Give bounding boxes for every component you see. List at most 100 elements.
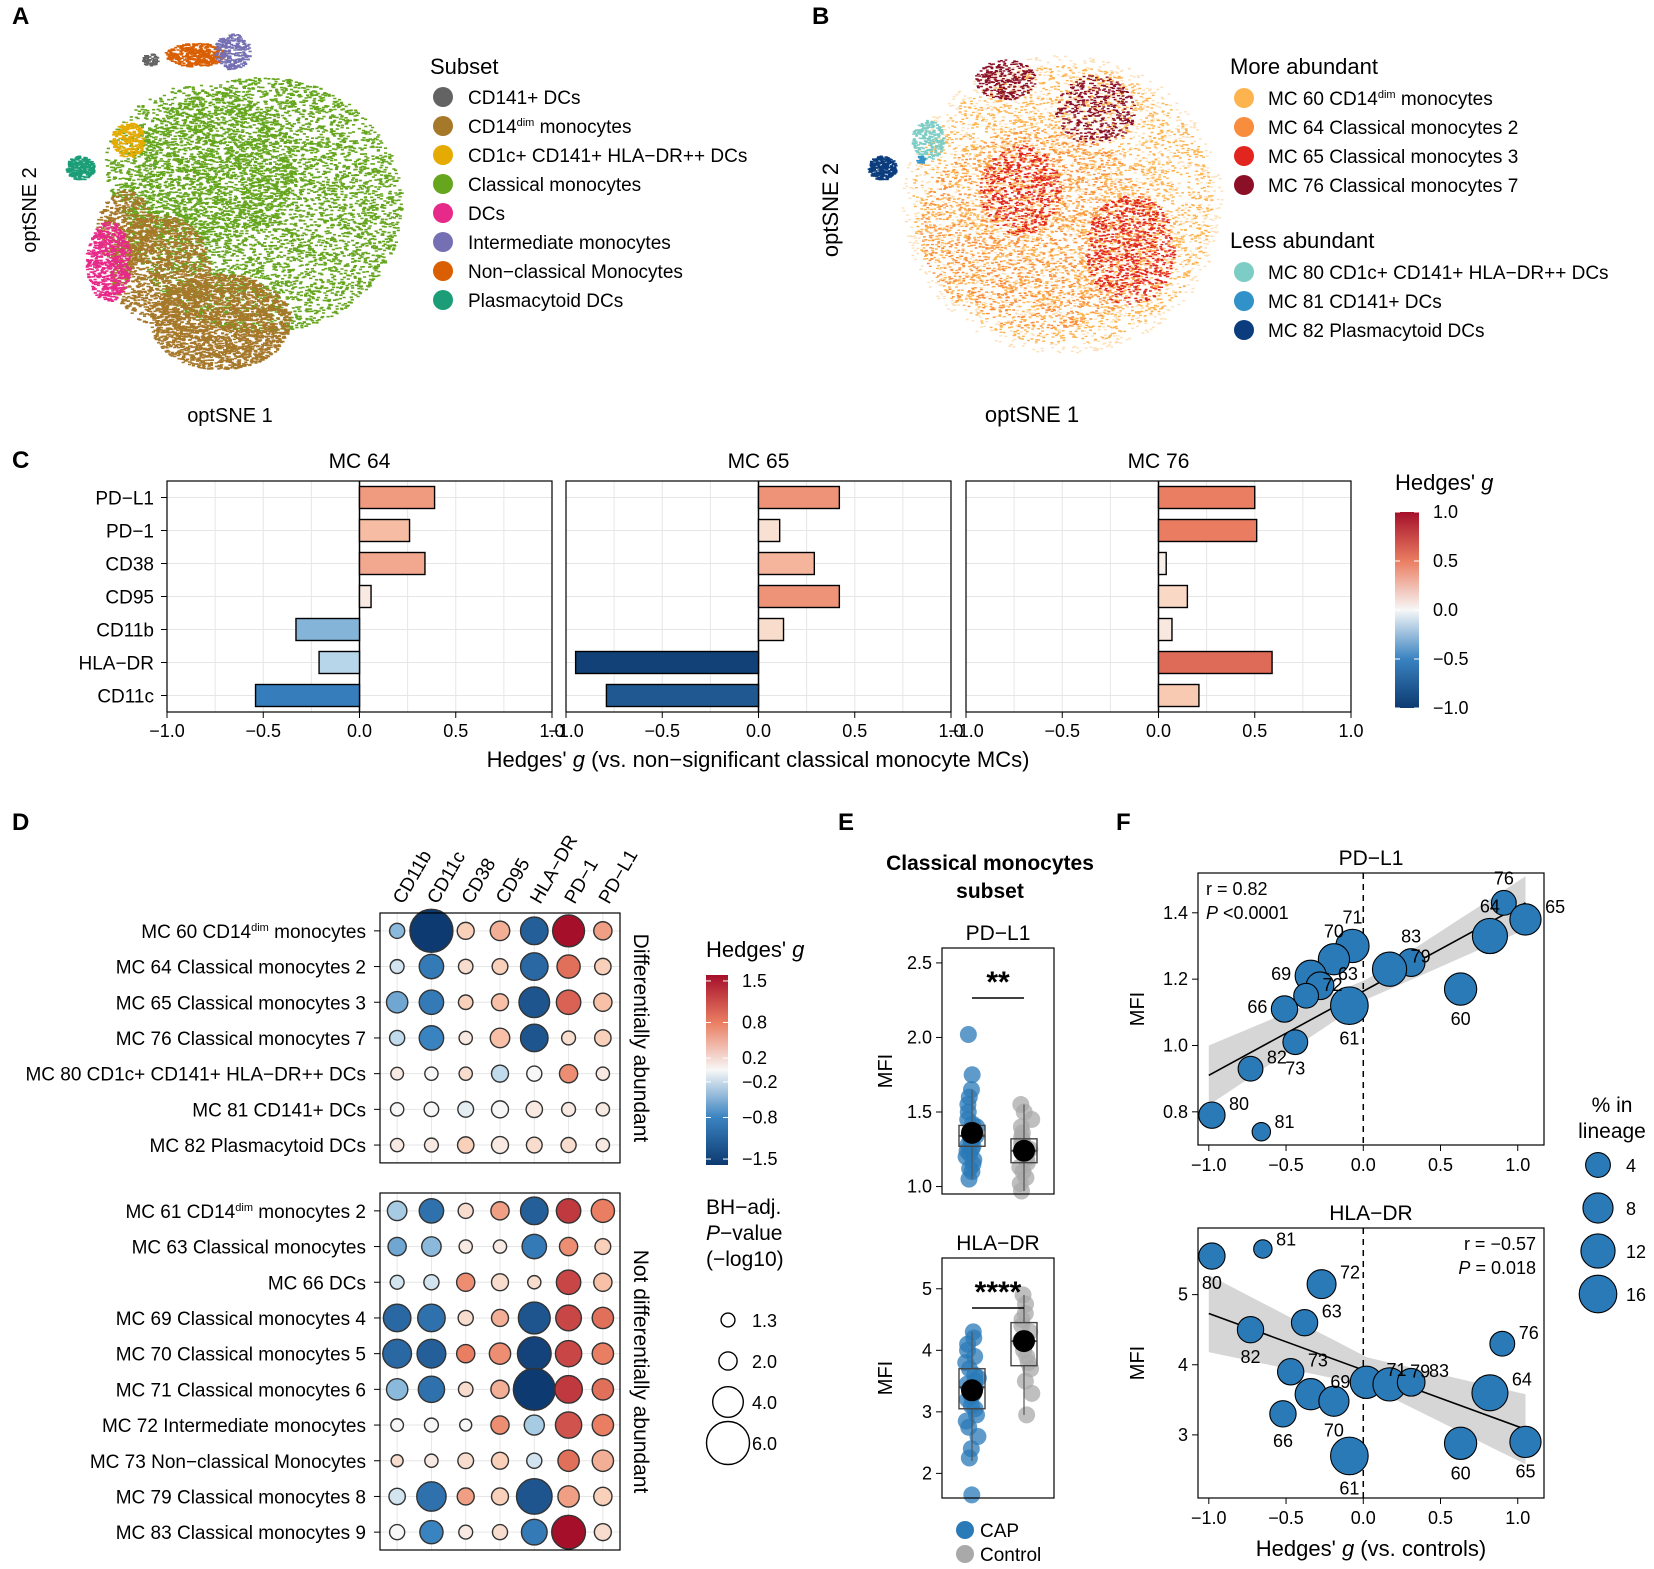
legend-dot <box>433 203 453 223</box>
scatter-title: HLA−DR <box>1329 1202 1412 1225</box>
panel-label-a: A <box>12 3 29 30</box>
colorbar-label: 0.5 <box>1433 551 1458 571</box>
group-frame <box>379 912 621 1164</box>
data-point <box>963 1486 981 1504</box>
dot <box>590 1198 616 1224</box>
legend-label: MC 81 CD141+ DCs <box>1268 292 1442 313</box>
dot <box>385 990 409 1014</box>
bar <box>757 617 785 642</box>
row-label: MC 73 Non−classical Monocytes <box>90 1452 366 1473</box>
legend-group-title: Less abundant <box>1230 228 1374 253</box>
dot <box>595 1137 611 1153</box>
point-label: 65 <box>1515 1461 1535 1481</box>
point-label: 61 <box>1339 1028 1359 1048</box>
group-title: Differentially abundant <box>629 934 652 1143</box>
scatter-point <box>1471 1374 1509 1412</box>
dot <box>521 1233 548 1260</box>
data-point <box>1014 1286 1032 1304</box>
dot <box>389 1102 405 1117</box>
row-label: MC 82 Plasmacytoid DCs <box>150 1136 366 1157</box>
colorbar-label: 0.0 <box>1433 600 1458 620</box>
dot <box>457 1309 474 1327</box>
dot <box>593 1272 613 1293</box>
box-frame <box>941 947 1055 1195</box>
tick-label: −1.0 <box>548 721 584 741</box>
tick-label: 0.0 <box>746 721 771 741</box>
row-label: MC 81 CD141+ DCs <box>192 1100 366 1121</box>
tick-label: 4 <box>1178 1355 1188 1375</box>
bar <box>757 551 816 576</box>
point-label: 63 <box>1322 1301 1342 1321</box>
category-label: CD95 <box>105 588 154 609</box>
dot <box>424 1453 439 1469</box>
point-label: 70 <box>1324 922 1344 942</box>
point-label: 69 <box>1330 1372 1350 1392</box>
size-legend-label: 1.3 <box>752 1311 777 1331</box>
column-label: PD−L1 <box>595 846 642 907</box>
tick-label: −0.5 <box>1268 1155 1304 1175</box>
category-label: PD−1 <box>106 522 154 543</box>
tick-label: 0.5 <box>1428 1155 1453 1175</box>
dot <box>491 957 509 976</box>
y-axis-title: MFI <box>1127 992 1149 1026</box>
panel-b-tsne-abundance: optSNE 1 optSNE 2 More abundant MC 60 CD14d… <box>818 54 1609 427</box>
dot <box>516 1336 552 1372</box>
legend-label: CD14dim monocytes <box>468 117 631 138</box>
dot <box>558 1236 579 1257</box>
category-label: CD38 <box>105 555 154 576</box>
legend-title: Subset <box>430 54 499 79</box>
legend-label: Plasmacytoid DCs <box>468 291 623 312</box>
row-label: MC 66 DCs <box>268 1273 366 1294</box>
dot <box>520 1518 548 1546</box>
color-legend-label: −0.2 <box>742 1072 778 1092</box>
dot <box>491 1523 509 1541</box>
row-label: MC 76 Classical monocytes 7 <box>116 1029 366 1050</box>
dot <box>519 952 549 981</box>
scatter-point <box>1317 943 1351 976</box>
row-label: MC 60 CD14dim monocytes <box>141 922 366 943</box>
bar <box>1157 650 1273 675</box>
scatter-frame <box>1197 1227 1545 1499</box>
legend-label: DCs <box>468 204 505 225</box>
tick-label: −1.0 <box>149 721 185 741</box>
dot <box>512 1367 556 1411</box>
scatter-point <box>1509 903 1542 936</box>
bar <box>295 617 361 642</box>
size-legend-dot <box>1580 1233 1616 1269</box>
dot <box>457 958 474 975</box>
size-legend-dot <box>720 1312 736 1328</box>
mean-dot <box>1013 1139 1035 1162</box>
dot <box>557 1449 580 1473</box>
tick-label: 0.5 <box>1242 721 1267 741</box>
dot <box>551 914 586 948</box>
legend-label: Classical monocytes <box>468 175 641 196</box>
dot <box>490 1415 510 1435</box>
legend-dot <box>433 232 453 252</box>
legend-dot <box>1234 262 1254 282</box>
legend-label: MC 60 CD14dim monocytes <box>1268 89 1493 110</box>
dot <box>382 1303 412 1333</box>
dot <box>388 1487 407 1506</box>
tick-label: 5 <box>1178 1285 1188 1305</box>
color-legend-label: 0.8 <box>742 1013 767 1033</box>
bar <box>757 584 841 609</box>
point-label: 82 <box>1267 1048 1287 1068</box>
scatter-point <box>1330 986 1369 1026</box>
tick-label: 1.5 <box>907 1102 932 1122</box>
dot <box>409 908 454 954</box>
scatter-frame <box>1197 872 1545 1146</box>
scatter-title: PD−L1 <box>1339 847 1404 870</box>
dot <box>593 957 612 976</box>
size-legend-label: 4.0 <box>752 1393 777 1413</box>
panel-label-f: F <box>1116 809 1131 836</box>
legend-label: Intermediate monocytes <box>468 233 671 254</box>
bar <box>574 650 760 675</box>
colorbar-label: 1.0 <box>1433 502 1458 522</box>
mean-dot <box>961 1379 983 1402</box>
dot <box>390 1454 404 1468</box>
point-label: 79 <box>1410 1362 1430 1382</box>
bar <box>1157 551 1167 576</box>
y-axis-title: MFI <box>1127 1346 1149 1380</box>
dot <box>416 1481 447 1512</box>
dot <box>459 1418 473 1432</box>
